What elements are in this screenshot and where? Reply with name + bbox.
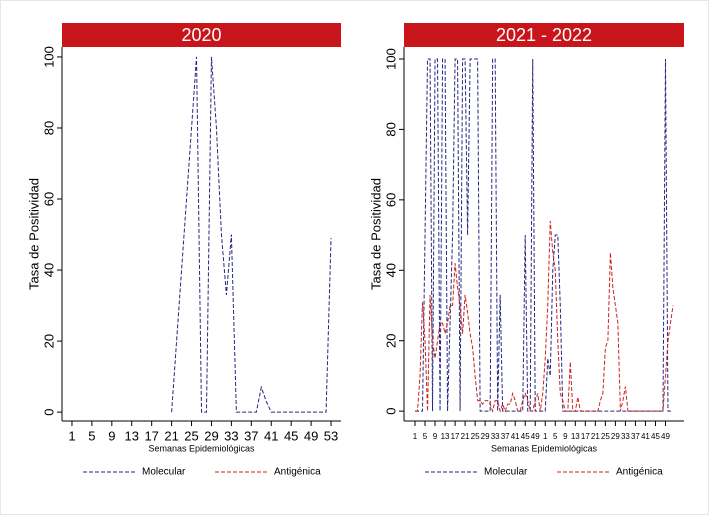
legend-label: Antigénica xyxy=(616,467,663,478)
x-tick-label: 1 xyxy=(68,428,75,443)
legend-label: Antigénica xyxy=(274,467,321,478)
legend-label: Molecular xyxy=(484,467,528,478)
x-tick-label: 41 xyxy=(264,428,278,443)
x-axis-title: Semanas Epidemiológicas xyxy=(148,443,255,453)
x-tick-label: 45 xyxy=(651,432,660,441)
x-tick-label: 21 xyxy=(164,428,178,443)
x-tick-label: 25 xyxy=(184,428,198,443)
y-tick-label: 40 xyxy=(41,263,56,277)
y-tick-label: 20 xyxy=(383,333,398,347)
x-tick-label: 53 xyxy=(324,428,338,443)
x-tick-label: 1 xyxy=(543,432,548,441)
x-tick-label: 13 xyxy=(125,428,139,443)
y-tick-label: 0 xyxy=(383,408,398,415)
x-tick-label: 49 xyxy=(304,428,318,443)
x-tick-label: 9 xyxy=(433,432,438,441)
legend-label: Molecular xyxy=(142,467,186,478)
series-line xyxy=(415,58,673,412)
x-tick-label: 33 xyxy=(224,428,238,443)
series-line xyxy=(415,220,674,413)
y-tick-label: 40 xyxy=(383,263,398,277)
x-tick-label: 33 xyxy=(621,432,630,441)
x-tick-label: 21 xyxy=(461,432,470,441)
y-tick-label: 100 xyxy=(383,48,398,70)
series-line xyxy=(171,56,332,413)
y-tick-label: 80 xyxy=(41,121,56,135)
x-tick-label: 9 xyxy=(108,428,115,443)
y-tick-label: 0 xyxy=(41,409,56,416)
panel-header xyxy=(62,23,341,47)
x-tick-label: 17 xyxy=(451,432,460,441)
x-tick-label: 13 xyxy=(441,432,450,441)
panel-title: 2020 xyxy=(181,25,221,45)
x-tick-label: 49 xyxy=(661,432,670,441)
x-tick-label: 13 xyxy=(571,432,580,441)
x-tick-label: 49 xyxy=(531,432,540,441)
x-tick-label: 5 xyxy=(88,428,95,443)
y-tick-label: 80 xyxy=(383,122,398,136)
x-tick-label: 5 xyxy=(553,432,558,441)
x-tick-label: 25 xyxy=(601,432,610,441)
y-axis-title: Tasa de Positividad xyxy=(368,178,383,290)
x-tick-label: 29 xyxy=(481,432,490,441)
x-tick-label: 21 xyxy=(591,432,600,441)
x-tick-label: 17 xyxy=(581,432,590,441)
y-tick-label: 100 xyxy=(41,46,56,68)
x-tick-label: 29 xyxy=(611,432,620,441)
x-tick-label: 29 xyxy=(204,428,218,443)
x-axis-title: Semanas Epidemiológicas xyxy=(491,443,598,453)
x-tick-label: 33 xyxy=(491,432,500,441)
x-tick-label: 9 xyxy=(563,432,568,441)
x-tick-label: 25 xyxy=(471,432,480,441)
x-tick-label: 5 xyxy=(423,432,428,441)
y-axis-title: Tasa de Positividad xyxy=(26,178,41,290)
x-tick-label: 45 xyxy=(284,428,298,443)
panel-title: 2021 - 2022 xyxy=(496,25,592,45)
x-tick-label: 41 xyxy=(511,432,520,441)
y-tick-label: 60 xyxy=(383,193,398,207)
y-tick-label: 60 xyxy=(41,192,56,206)
y-tick-label: 20 xyxy=(41,334,56,348)
x-tick-label: 37 xyxy=(501,432,510,441)
panel-header xyxy=(404,23,684,47)
x-tick-label: 41 xyxy=(641,432,650,441)
x-tick-label: 17 xyxy=(144,428,158,443)
x-tick-label: 37 xyxy=(631,432,640,441)
x-tick-label: 37 xyxy=(244,428,258,443)
x-tick-label: 1 xyxy=(413,432,418,441)
x-tick-label: 45 xyxy=(521,432,530,441)
